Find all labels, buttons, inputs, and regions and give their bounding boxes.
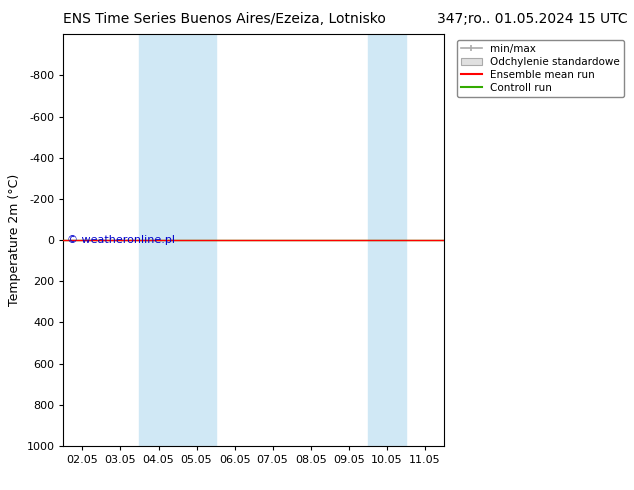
- Y-axis label: Temperature 2m (°C): Temperature 2m (°C): [8, 174, 21, 306]
- Bar: [368, 34, 406, 446]
- Text: 347;ro.. 01.05.2024 15 UTC: 347;ro.. 01.05.2024 15 UTC: [437, 12, 628, 26]
- Bar: [178, 34, 216, 446]
- Text: © weatheronline.pl: © weatheronline.pl: [67, 235, 175, 245]
- Legend: min/max, Odchylenie standardowe, Ensemble mean run, Controll run: min/max, Odchylenie standardowe, Ensembl…: [456, 40, 624, 97]
- Text: ENS Time Series Buenos Aires/Ezeiza, Lotnisko: ENS Time Series Buenos Aires/Ezeiza, Lot…: [63, 12, 386, 26]
- Bar: [139, 34, 178, 446]
